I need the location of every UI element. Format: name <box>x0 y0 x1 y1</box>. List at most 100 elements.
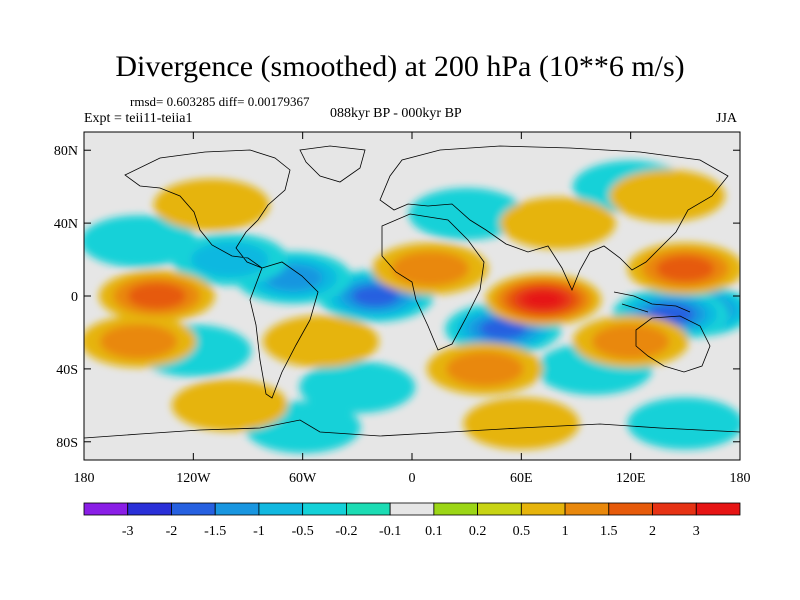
field-feature-26 <box>463 397 580 450</box>
field-contour <box>446 351 524 387</box>
field-feature-7 <box>408 188 525 240</box>
field-feature-11 <box>299 361 416 414</box>
field-feature-23 <box>153 178 270 231</box>
colorbar-label: 0.1 <box>425 524 443 539</box>
coastline-indonesia <box>613 291 691 313</box>
x-tick-label: 120W <box>176 471 211 486</box>
field-contour <box>84 215 197 268</box>
colorbar-swatch <box>389 502 435 516</box>
coastline-south-america <box>249 261 319 399</box>
field-feature-21 <box>262 315 379 368</box>
field-contour <box>191 242 269 277</box>
field-contour <box>592 324 670 359</box>
colorbar-label: -0.1 <box>379 524 401 539</box>
field-feature-22 <box>499 197 616 250</box>
field-feature-6 <box>84 215 197 268</box>
chart-title: Divergence (smoothed) at 200 hPa (10**6 … <box>115 50 685 83</box>
x-tick-label: 180 <box>74 471 95 486</box>
colorbar-label: 3 <box>693 524 700 539</box>
period-label: 088kyr BP - 000kyr BP <box>330 106 462 121</box>
coastline-eurasia <box>379 145 729 292</box>
y-axis: 80N 40N 0 40S 80S <box>54 144 740 451</box>
colorbar-swatch <box>652 502 697 516</box>
field-contour <box>262 315 379 368</box>
coastline-antarctica <box>84 419 740 439</box>
rmsd-label: rmsd= 0.603285 <box>130 94 216 109</box>
field-contour <box>408 188 525 240</box>
coastline-africa <box>381 213 485 351</box>
diff-label: diff= 0.00179367 <box>218 94 310 109</box>
colorbar-label: 0.2 <box>469 524 487 539</box>
coastlines <box>84 145 740 439</box>
colorbar-label: -3 <box>122 524 134 539</box>
colorbar-swatch <box>345 502 391 516</box>
field-feature-15 <box>98 270 215 322</box>
field-contour <box>463 397 580 450</box>
y-tick-label: 40S <box>56 363 78 378</box>
field-feature-14 <box>485 273 602 326</box>
colorbar-swatch <box>171 502 216 516</box>
field-contour <box>127 283 186 309</box>
colorbar-label: -0.5 <box>292 524 314 539</box>
divergence-field <box>84 160 740 454</box>
colorbar-swatch <box>302 502 347 516</box>
colorbar-swatch <box>214 502 260 516</box>
field-contour <box>523 290 563 309</box>
colorbar-label: -2 <box>166 524 178 539</box>
colorbar-swatch <box>564 502 610 516</box>
field-feature-17 <box>572 315 689 368</box>
colorbar-swatch <box>695 502 741 516</box>
colorbar-swatch <box>520 502 566 516</box>
colorbar-swatch <box>83 502 129 516</box>
field-contour <box>352 285 399 307</box>
field-contour <box>627 397 740 450</box>
experiment-label: Expt = teii11-teiia1 <box>84 111 193 126</box>
colorbar-label: 1.5 <box>600 524 618 539</box>
x-axis: 180 120W 60W 0 60E 120E 180 <box>74 132 751 486</box>
x-tick-label: 60E <box>510 471 533 486</box>
y-tick-label: 0 <box>71 290 78 305</box>
y-tick-label: 40N <box>54 217 78 232</box>
coastline-greenland <box>299 145 366 183</box>
rmsd-diff-stats: rmsd= 0.603285 diff= 0.00179367 <box>130 94 309 110</box>
plot-area <box>83 131 741 461</box>
field-feature-18 <box>372 242 489 295</box>
field-contour <box>100 324 178 359</box>
colorbar-swatch <box>477 502 522 516</box>
colorbar-label: 2 <box>649 524 656 539</box>
colorbar-swatch <box>127 502 172 516</box>
field-feature-20 <box>426 342 543 395</box>
coastline-australia <box>635 315 711 373</box>
x-tick-label: 60W <box>289 471 317 486</box>
colorbar-label: -0.2 <box>335 524 357 539</box>
field-contour <box>499 197 616 250</box>
field-feature-25 <box>171 379 288 432</box>
colorbar-label: 0.5 <box>513 524 531 539</box>
colorbar-swatch <box>608 502 653 516</box>
colorbar: -3 -2 -1.5 -1 -0.5 -0.2 -0.1 0.1 0.2 0.5 1 1.5 2 3 <box>83 502 741 539</box>
field-contour <box>171 379 288 432</box>
x-tick-label: 120E <box>616 471 646 486</box>
season-label: JJA <box>716 111 738 126</box>
field-feature-24 <box>609 169 726 222</box>
field-feature-13 <box>627 397 740 450</box>
field-contour <box>609 169 726 222</box>
field-contour <box>479 318 527 340</box>
coastline-north-america <box>124 149 291 269</box>
field-contour <box>656 255 715 282</box>
colorbar-swatch <box>258 502 304 516</box>
x-tick-label: 180 <box>730 471 751 486</box>
field-feature-19 <box>84 315 197 368</box>
y-tick-label: 80N <box>54 144 78 159</box>
colorbar-label: -1 <box>253 524 265 539</box>
colorbar-label: -1.5 <box>204 524 226 539</box>
colorbar-label: 1 <box>562 524 569 539</box>
colorbar-swatch <box>433 502 479 516</box>
y-tick-label: 80S <box>56 436 78 451</box>
field-feature-16 <box>627 242 740 295</box>
field-feature-5 <box>171 233 288 286</box>
x-tick-label: 0 <box>409 471 416 486</box>
field-contour <box>299 361 416 414</box>
field-contour <box>391 251 469 286</box>
